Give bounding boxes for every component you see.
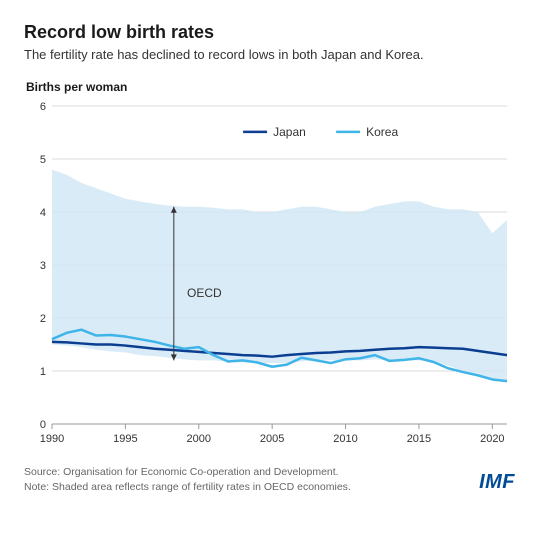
- chart-area: 0 1 2 3 4 5 6 1990 1995 2000 2005 2010 2015 2020 OECD J…: [24, 100, 515, 455]
- svg-text:3: 3: [40, 260, 46, 272]
- chart-subtitle: The fertility rate has declined to recor…: [24, 47, 515, 62]
- svg-text:2: 2: [40, 313, 46, 325]
- oecd-band: [52, 170, 507, 382]
- svg-text:2020: 2020: [480, 433, 504, 445]
- source-note: Source: Organisation for Economic Co-ope…: [24, 465, 351, 494]
- svg-text:1995: 1995: [113, 433, 137, 445]
- imf-logo: IMF: [479, 471, 515, 494]
- legend-korea: Korea: [366, 125, 398, 139]
- svg-text:2015: 2015: [407, 433, 431, 445]
- svg-text:1: 1: [40, 366, 46, 378]
- y-axis-label: Births per woman: [26, 80, 515, 94]
- source-line-1: Source: Organisation for Economic Co-ope…: [24, 465, 351, 480]
- svg-text:2005: 2005: [260, 433, 284, 445]
- svg-text:5: 5: [40, 154, 46, 166]
- legend-japan: Japan: [273, 125, 306, 139]
- chart-title: Record low birth rates: [24, 22, 515, 43]
- chart-svg: 0 1 2 3 4 5 6 1990 1995 2000 2005 2010 2015 2020 OECD J…: [24, 100, 515, 450]
- svg-text:4: 4: [40, 207, 46, 219]
- source-line-2: Note: Shaded area reflects range of fert…: [24, 480, 351, 495]
- svg-text:6: 6: [40, 101, 46, 113]
- svg-text:2010: 2010: [333, 433, 357, 445]
- oecd-label: OECD: [187, 286, 222, 300]
- footer: Source: Organisation for Economic Co-ope…: [24, 465, 515, 494]
- svg-text:2000: 2000: [187, 433, 211, 445]
- svg-text:0: 0: [40, 419, 46, 431]
- svg-text:1990: 1990: [40, 433, 64, 445]
